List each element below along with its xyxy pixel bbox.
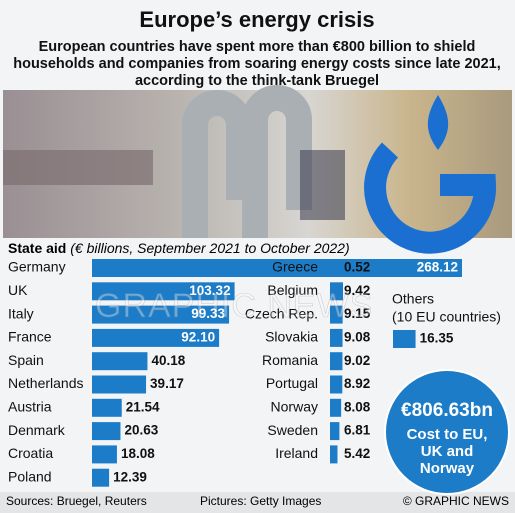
bar bbox=[92, 328, 220, 347]
category-label: Romania bbox=[262, 352, 318, 368]
bar bbox=[330, 282, 343, 301]
credit: © GRAPHIC NEWS bbox=[403, 494, 509, 508]
value-label: 21.54 bbox=[126, 399, 160, 414]
category-label: Belgium bbox=[267, 282, 318, 298]
total-value: €806.63bn bbox=[401, 400, 493, 421]
total-badge bbox=[384, 369, 510, 495]
category-label: Ireland bbox=[275, 445, 318, 461]
bar bbox=[92, 259, 463, 277]
subtitle: European countries have spent more than … bbox=[39, 39, 476, 55]
others-label: Others bbox=[392, 291, 434, 307]
value-label: 103.32 bbox=[189, 283, 230, 298]
bar bbox=[330, 259, 331, 277]
category-label: Italy bbox=[8, 305, 34, 321]
category-label: Greece bbox=[272, 259, 318, 275]
bar bbox=[330, 305, 343, 324]
value-label: 9.15 bbox=[344, 306, 371, 321]
bar bbox=[330, 352, 343, 371]
bar bbox=[330, 398, 342, 417]
pictures: Pictures: Getty Images bbox=[200, 494, 321, 508]
category-label: Poland bbox=[8, 468, 52, 484]
value-label: 20.63 bbox=[124, 423, 158, 438]
total-caption: Norway bbox=[420, 460, 475, 477]
category-label: France bbox=[8, 329, 52, 345]
label: State aid bbox=[8, 240, 66, 256]
value-label: 6.81 bbox=[344, 423, 371, 438]
category-label: Portugal bbox=[266, 375, 318, 391]
value-label: 12.39 bbox=[113, 469, 147, 484]
watermark: GRAPHIC NEWS bbox=[95, 287, 373, 325]
value-label: 99.33 bbox=[191, 306, 225, 321]
bar bbox=[330, 445, 338, 464]
category-label: Spain bbox=[8, 352, 44, 368]
total-caption: Cost to EU, bbox=[407, 426, 488, 443]
value-label: 0.52 bbox=[344, 260, 370, 275]
axis-label: State aid (€ billions, September 2021 to… bbox=[8, 240, 350, 256]
value-label: 92.10 bbox=[181, 329, 215, 344]
bar bbox=[92, 445, 117, 464]
bar bbox=[92, 468, 110, 487]
value-label: 40.18 bbox=[151, 353, 185, 368]
value-label: 5.42 bbox=[344, 446, 370, 461]
subtitle: households and companies from soaring en… bbox=[13, 56, 501, 72]
category-label: Austria bbox=[8, 399, 52, 415]
photo bbox=[3, 85, 512, 254]
bar bbox=[92, 305, 230, 324]
bar bbox=[92, 422, 121, 441]
value-label: 39.17 bbox=[150, 376, 184, 391]
category-label: Sweden bbox=[267, 422, 318, 438]
subtitle: according to the think-tank Bruegel bbox=[135, 73, 379, 89]
value-label: 16.35 bbox=[420, 331, 454, 346]
value-label: 268.12 bbox=[417, 260, 458, 275]
title: Europe’s energy crisis bbox=[139, 7, 374, 32]
bar bbox=[92, 375, 147, 394]
footer-band bbox=[0, 492, 515, 513]
category-label: Norway bbox=[271, 399, 318, 415]
category-label: Czech Rep. bbox=[245, 305, 318, 321]
unit-note: (€ billions, September 2021 to October 2… bbox=[70, 240, 349, 256]
category-label: UK bbox=[8, 282, 28, 298]
bar bbox=[92, 282, 235, 301]
bar bbox=[330, 422, 340, 441]
bar bbox=[92, 398, 122, 417]
value-label: 9.42 bbox=[344, 283, 370, 298]
category-label: Netherlands bbox=[8, 375, 84, 391]
value-label: 8.08 bbox=[344, 399, 371, 414]
category-label: Croatia bbox=[8, 445, 53, 461]
bar bbox=[393, 330, 416, 348]
others-sublabel: (10 EU countries) bbox=[392, 309, 501, 325]
category-label: Slovakia bbox=[265, 329, 318, 345]
category-label: Germany bbox=[8, 259, 66, 275]
bar bbox=[92, 352, 148, 371]
value-label: 9.08 bbox=[344, 329, 371, 344]
sources: Sources: Bruegel, Reuters bbox=[6, 494, 147, 508]
category-label: Denmark bbox=[8, 422, 66, 438]
value-label: 9.02 bbox=[344, 353, 370, 368]
bar bbox=[330, 375, 343, 394]
total-caption: UK and bbox=[421, 443, 474, 460]
value-label: 18.08 bbox=[121, 446, 155, 461]
bar bbox=[330, 328, 343, 347]
value-label: 8.92 bbox=[344, 376, 370, 391]
